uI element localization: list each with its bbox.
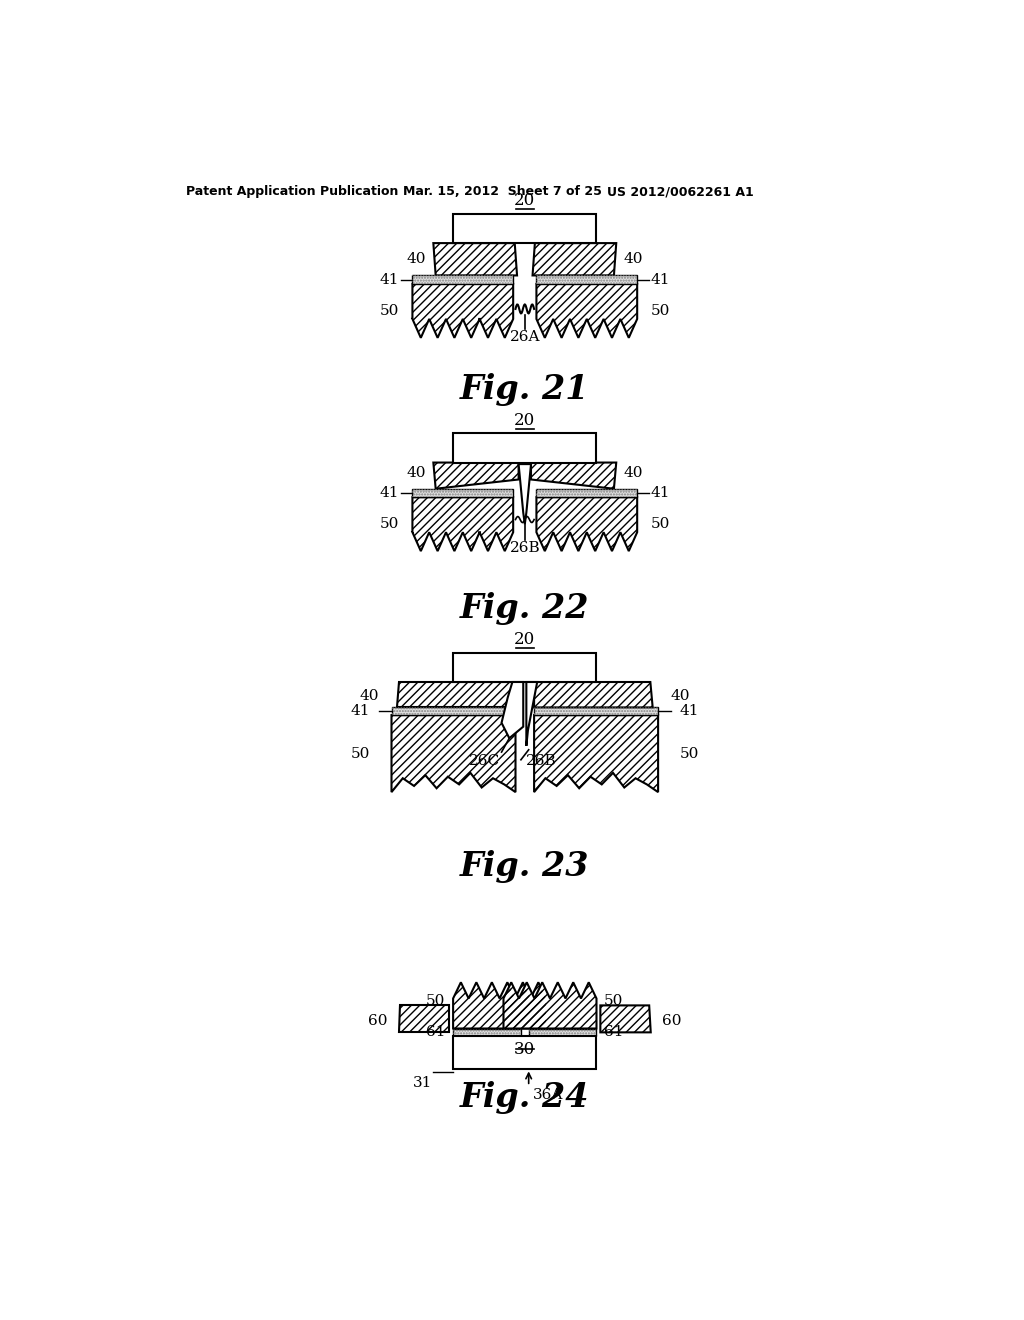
Text: 61: 61 [426, 1026, 445, 1039]
Text: 41: 41 [380, 486, 399, 500]
Bar [453, 1028, 521, 1036]
Polygon shape [518, 465, 531, 524]
Text: 50: 50 [350, 747, 370, 760]
Text: 20: 20 [514, 631, 536, 648]
Polygon shape [531, 462, 616, 488]
Text: 40: 40 [671, 689, 690, 702]
Polygon shape [433, 462, 518, 488]
Text: Fig. 23: Fig. 23 [460, 850, 590, 883]
Bar [391, 708, 515, 715]
Text: 40: 40 [359, 689, 379, 702]
Text: Fig. 22: Fig. 22 [460, 593, 590, 626]
Text: Patent Application Publication: Patent Application Publication [186, 185, 398, 198]
Text: 50: 50 [380, 304, 399, 318]
Bar [535, 708, 658, 715]
Text: 50: 50 [680, 747, 699, 760]
Bar [453, 433, 597, 462]
Text: 50: 50 [650, 517, 670, 531]
Text: 50: 50 [650, 304, 670, 318]
Polygon shape [453, 982, 546, 1028]
Text: 50: 50 [380, 517, 399, 531]
Text: 41: 41 [350, 705, 370, 718]
Polygon shape [504, 982, 597, 1028]
Text: 61: 61 [604, 1026, 624, 1039]
Bar [413, 276, 513, 284]
Polygon shape [433, 243, 517, 276]
Polygon shape [535, 682, 652, 708]
Bar [537, 488, 637, 498]
Text: 40: 40 [407, 252, 426, 265]
Bar [413, 488, 513, 498]
Bar [453, 653, 597, 682]
Bar [453, 214, 597, 243]
Text: 26B: 26B [526, 754, 557, 768]
Text: 40: 40 [624, 252, 643, 265]
Polygon shape [391, 715, 515, 792]
Bar [537, 276, 637, 284]
Polygon shape [413, 498, 513, 552]
Text: 40: 40 [407, 466, 426, 480]
Text: 26C: 26C [469, 754, 500, 768]
Text: 31: 31 [413, 1076, 432, 1090]
Polygon shape [532, 243, 616, 276]
Bar [391, 708, 515, 715]
Bar [413, 488, 513, 498]
Text: 60: 60 [368, 1014, 387, 1028]
Polygon shape [397, 682, 515, 708]
Bar [537, 488, 637, 498]
Bar [453, 1036, 597, 1069]
Text: 26B: 26B [510, 541, 540, 556]
Text: 50: 50 [426, 994, 445, 1007]
Polygon shape [537, 498, 637, 552]
Text: 20: 20 [514, 412, 536, 429]
Polygon shape [399, 1006, 450, 1032]
Text: 41: 41 [380, 273, 399, 286]
Polygon shape [413, 284, 513, 338]
Text: 26A: 26A [510, 330, 540, 345]
Polygon shape [600, 1006, 650, 1032]
Polygon shape [526, 682, 538, 746]
Text: 36A: 36A [532, 1088, 563, 1102]
Text: Fig. 21: Fig. 21 [460, 374, 590, 407]
Bar [537, 276, 637, 284]
Bar [528, 1028, 597, 1036]
Polygon shape [502, 682, 523, 738]
Text: Mar. 15, 2012  Sheet 7 of 25: Mar. 15, 2012 Sheet 7 of 25 [403, 185, 602, 198]
Text: 40: 40 [624, 466, 643, 480]
Text: 41: 41 [650, 273, 670, 286]
Bar [528, 1028, 597, 1036]
Text: 30: 30 [514, 1040, 536, 1057]
Bar [453, 1028, 521, 1036]
Text: 41: 41 [650, 486, 670, 500]
Text: 20: 20 [514, 193, 536, 209]
Text: 60: 60 [663, 1014, 682, 1028]
Text: 41: 41 [680, 705, 699, 718]
Bar [413, 276, 513, 284]
Text: 50: 50 [604, 994, 624, 1007]
Text: US 2012/0062261 A1: US 2012/0062261 A1 [607, 185, 754, 198]
Polygon shape [535, 715, 658, 792]
Bar [535, 708, 658, 715]
Polygon shape [537, 284, 637, 338]
Text: Fig. 24: Fig. 24 [460, 1081, 590, 1114]
